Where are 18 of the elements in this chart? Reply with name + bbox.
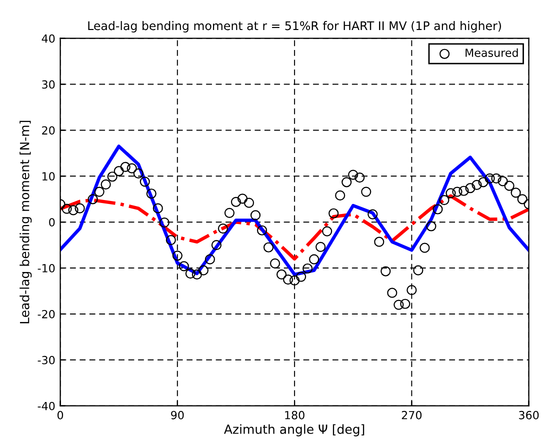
x-tick-label: 0: [57, 410, 64, 420]
y-tick-label: 30: [42, 80, 55, 89]
x-tick-label: 270: [402, 410, 422, 420]
y-tick-label: -30: [38, 356, 55, 364]
y-tick-label: -40: [38, 402, 55, 410]
y-tick-label: 40: [42, 34, 55, 43]
chart-title: Lead-lag bending moment at r = 51%R for HART II MV (1P and higher): [88, 21, 501, 32]
y-tick-label: 20: [42, 126, 55, 135]
y-tick-label: -20: [38, 310, 55, 318]
x-tick-label: 90: [171, 410, 184, 420]
x-tick-label: 180: [285, 410, 304, 420]
y-axis-title: Lead-lag bending moment [N-m]: [20, 120, 32, 324]
legend-label: Measured: [466, 48, 518, 57]
x-tick-label: 360: [519, 410, 539, 420]
y-tick-label: 0: [49, 218, 55, 226]
y-tick-label: 10: [42, 172, 55, 181]
y-tick-label: -10: [38, 264, 55, 272]
x-axis-title: Azimuth angle Ψ [deg]: [224, 424, 364, 436]
